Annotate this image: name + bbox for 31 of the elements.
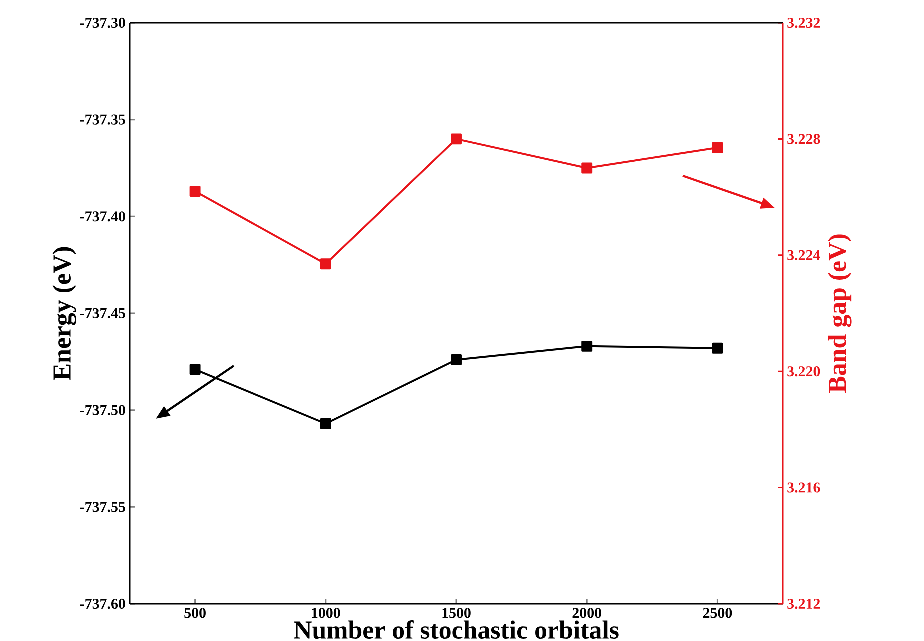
- x-tick-label: 1000: [312, 608, 340, 618]
- y2-tick-label: 3.228: [788, 134, 820, 144]
- point: [190, 186, 201, 197]
- y2-tick-label: 3.216: [788, 482, 820, 493]
- point: [451, 134, 462, 145]
- point: [320, 258, 332, 270]
- y2-tick-label: 3.220: [788, 366, 820, 377]
- y-tick-label: -737.40: [80, 212, 126, 222]
- y2-tick-label: 3.212: [788, 598, 820, 610]
- point: [712, 342, 724, 354]
- y-tick-label: -737.45: [80, 308, 126, 319]
- y-tick-label: -737.60: [80, 598, 126, 610]
- point: [190, 364, 201, 376]
- x-tick-label: 2000: [572, 608, 602, 618]
- y-tick-label: -737.55: [80, 502, 126, 512]
- x-axis-title: Number of stochastic orbitals: [294, 620, 619, 640]
- y2-tick-label: 3.224: [788, 250, 820, 260]
- point: [712, 142, 724, 154]
- y-tick-label: -737.35: [80, 114, 126, 125]
- point: [320, 418, 332, 430]
- x-tick-label: 1500: [442, 608, 471, 618]
- point: [451, 354, 462, 366]
- y-tick-label: -737.50: [80, 405, 126, 416]
- y2-axis-title: Band gap (eV): [828, 234, 852, 393]
- x-tick-label: 500: [184, 608, 206, 618]
- y-tick-label: -737.30: [80, 18, 126, 28]
- point: [582, 340, 593, 352]
- x-tick-label: 2500: [703, 608, 732, 618]
- point: [582, 162, 593, 174]
- y-axis-title: Energy (eV): [52, 247, 76, 380]
- y2-tick-label: 3.232: [788, 18, 820, 28]
